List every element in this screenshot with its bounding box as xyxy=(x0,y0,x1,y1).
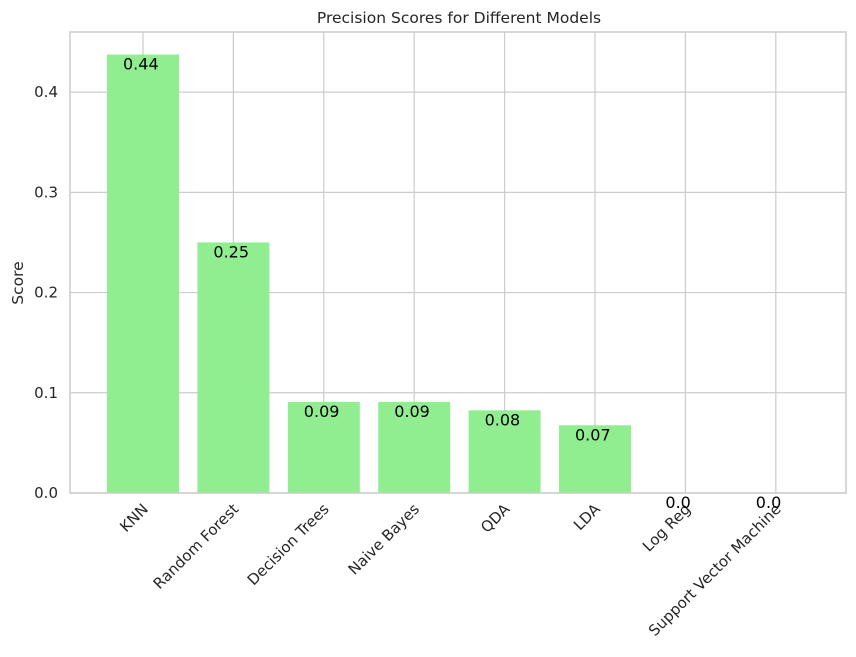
gridlines xyxy=(70,32,846,494)
y-ticks: 0.0 0.1 0.2 0.3 0.4 xyxy=(34,83,58,502)
bar xyxy=(468,410,541,493)
bar xyxy=(197,242,270,493)
x-tick-label: Decision Trees xyxy=(244,500,333,589)
bars xyxy=(107,54,631,493)
bar xyxy=(107,54,179,493)
y-tick-label: 0.4 xyxy=(34,83,58,101)
data-label: 0.0 xyxy=(665,493,690,512)
y-tick-label: 0.2 xyxy=(34,284,58,302)
bar xyxy=(559,425,631,493)
data-label: 0.25 xyxy=(213,242,249,261)
data-label: 0.09 xyxy=(394,402,430,421)
x-tick-label: QDA xyxy=(477,500,514,537)
y-tick-label: 0.0 xyxy=(34,484,58,502)
data-label: 0.07 xyxy=(575,425,611,444)
data-labels: 0.44 0.25 0.09 0.09 0.08 0.07 0.0 0.0 xyxy=(123,55,781,512)
x-tick-label: Naive Bayes xyxy=(345,500,424,579)
x-tick-label: Random Forest xyxy=(150,500,243,593)
data-label: 0.44 xyxy=(123,55,159,74)
y-tick-label: 0.3 xyxy=(34,183,58,201)
chart-title: Precision Scores for Different Models xyxy=(317,9,601,27)
data-label: 0.09 xyxy=(304,402,340,421)
plot-frame xyxy=(69,31,847,494)
y-tick-label: 0.1 xyxy=(34,384,58,402)
x-tick-label: KNN xyxy=(116,500,152,536)
bar xyxy=(378,401,451,493)
bar xyxy=(287,401,360,493)
y-axis-label: Score xyxy=(9,261,27,304)
x-tick-label: LDA xyxy=(570,500,604,534)
data-label: 0.0 xyxy=(756,493,781,512)
data-label: 0.08 xyxy=(485,410,521,429)
